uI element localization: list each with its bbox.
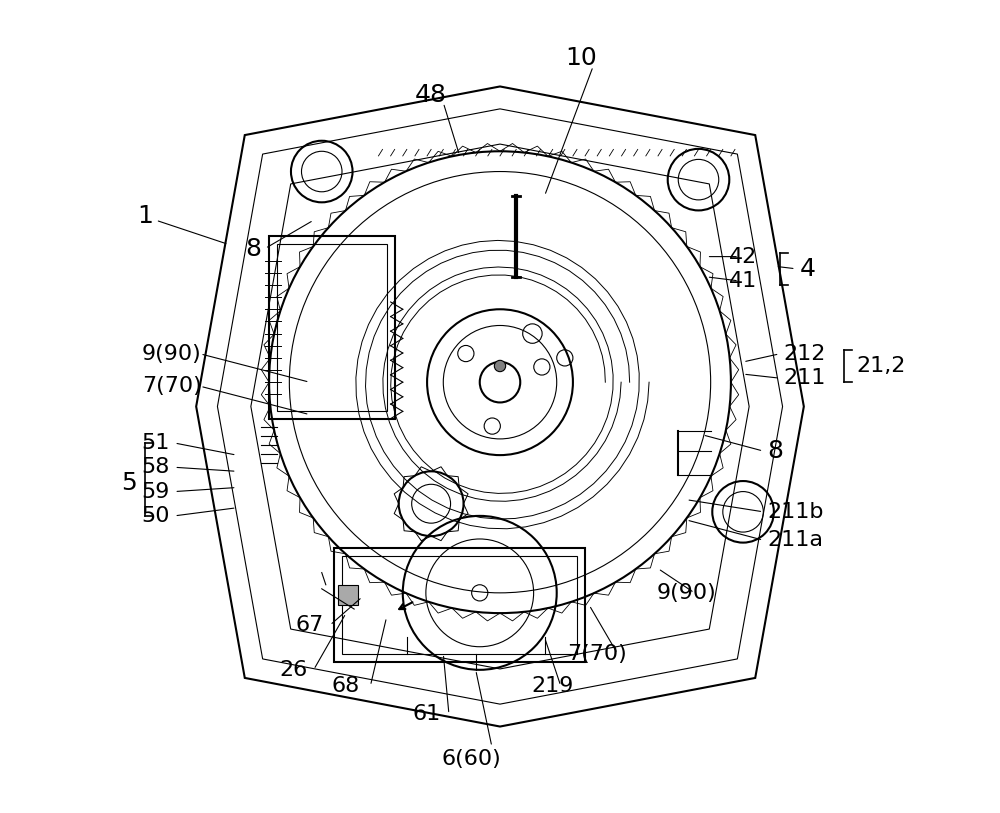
Text: 10: 10 [565, 46, 597, 70]
FancyBboxPatch shape [338, 585, 358, 605]
Text: 68: 68 [332, 676, 360, 696]
Text: 211: 211 [784, 368, 826, 388]
Text: 9(90): 9(90) [142, 344, 202, 364]
Text: 26: 26 [279, 660, 308, 680]
Text: 67: 67 [295, 615, 324, 635]
Text: 9(90): 9(90) [656, 583, 716, 603]
Text: 7(70): 7(70) [142, 376, 202, 396]
Circle shape [494, 360, 506, 372]
Text: 8: 8 [245, 237, 261, 260]
Text: 48: 48 [415, 83, 447, 107]
Text: 7(70): 7(70) [567, 644, 627, 663]
Text: 58: 58 [141, 457, 170, 477]
Text: 6(60): 6(60) [442, 749, 502, 769]
Text: 4: 4 [800, 257, 816, 280]
Text: 219: 219 [531, 676, 574, 696]
Text: 42: 42 [729, 246, 757, 267]
Text: 211a: 211a [767, 530, 823, 550]
Text: 5: 5 [121, 472, 137, 495]
Text: 59: 59 [141, 481, 170, 502]
Text: 8: 8 [767, 439, 783, 463]
Text: 41: 41 [729, 271, 757, 291]
Text: 21,2: 21,2 [856, 356, 906, 376]
Text: 51: 51 [141, 433, 170, 453]
Text: 61: 61 [413, 704, 441, 724]
Text: 212: 212 [784, 344, 826, 364]
Text: 50: 50 [141, 506, 170, 526]
Text: 211b: 211b [767, 502, 824, 522]
Text: 1: 1 [137, 204, 153, 228]
